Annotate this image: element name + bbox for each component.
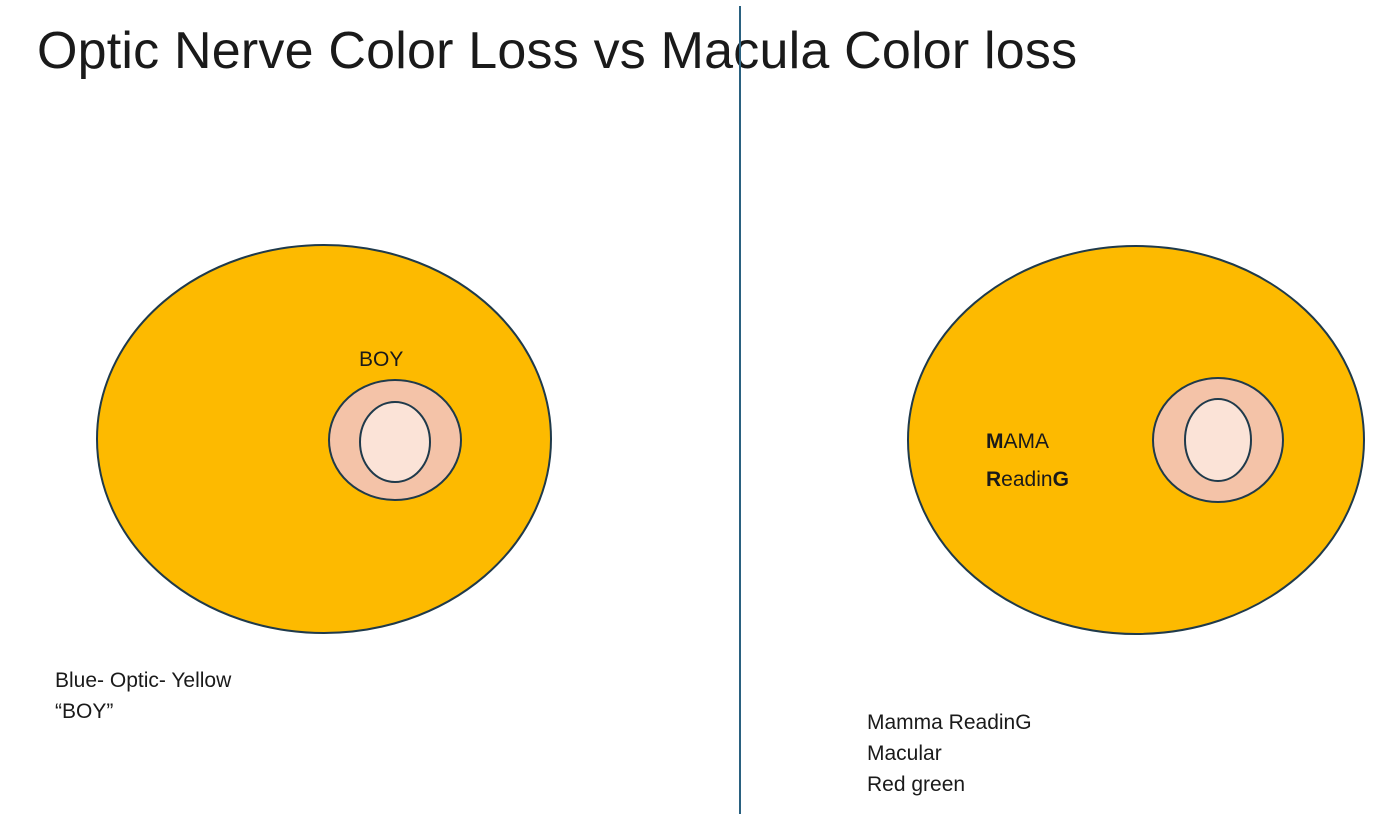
left-caption-line1: Blue- Optic- Yellow	[55, 669, 232, 692]
slide-title: Optic Nerve Color Loss vs Macula Color l…	[37, 22, 1078, 80]
right-label-reading: ReadinG	[986, 468, 1069, 491]
center-divider	[739, 6, 741, 814]
right-caption-line1: Mamma ReadinG	[867, 711, 1032, 734]
reading-middle: eadin	[1001, 468, 1052, 491]
right-caption-line3: Red green	[867, 773, 966, 796]
reading-bold-r: R	[986, 468, 1001, 491]
left-outer-ellipse	[96, 244, 552, 634]
mama-rest: AMA	[1004, 430, 1050, 453]
right-caption: Mamma ReadinG Macular Red green	[867, 707, 1032, 800]
reading-bold-g: G	[1053, 468, 1069, 491]
right-outer-ellipse	[907, 245, 1365, 635]
right-caption-line2: Macular	[867, 742, 942, 765]
right-label-mama: MAMA	[986, 430, 1049, 453]
left-caption: Blue- Optic- Yellow “BOY”	[55, 665, 231, 727]
left-optic-disc-center	[359, 401, 431, 483]
right-macula-center	[1184, 398, 1252, 482]
left-label-boy: BOY	[359, 348, 403, 371]
right-eye: MAMA ReadinG	[907, 245, 1365, 635]
mama-bold-m: M	[986, 430, 1004, 453]
left-caption-line2: “BOY”	[55, 700, 114, 723]
left-eye: BOY	[96, 244, 552, 634]
